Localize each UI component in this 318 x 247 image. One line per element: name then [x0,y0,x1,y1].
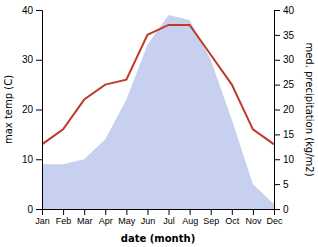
axis-line [43,210,275,216]
axis-line [275,11,281,210]
tick-label: Oct [225,216,240,226]
tick: Nov [245,209,262,226]
tick: May [118,209,136,226]
x-axis-title: date (month) [121,233,195,244]
tick: Aug [182,209,198,226]
tick-mark [36,159,42,160]
tick: Apr [99,209,113,226]
tick: Jan [35,209,50,226]
tick: Sep [203,209,219,226]
tick-mark [105,209,106,215]
tick-mark [147,209,148,215]
tick-mark [232,209,233,215]
tick-label: Nov [245,216,262,226]
tick-label: 15 [283,129,295,140]
marks [42,15,274,209]
line [42,25,274,144]
tick-mark [274,35,280,36]
tick-label: 0 [27,204,33,215]
tick-label: 25 [283,79,295,90]
y-axis-title: max temp (C) [3,75,14,144]
tick-mark [36,209,42,210]
tick-mark [63,209,64,215]
axis-line [36,11,43,210]
tick: 0 [27,204,42,215]
tick: 35 [274,30,295,41]
tick-mark [126,209,127,215]
tick: Oct [225,209,240,226]
tick: 20 [22,104,42,115]
x-axis: Jan Feb Mar Apr May Jun Jul Aug Sep Oct Nov Dec [35,209,283,226]
tick-label: 0 [283,204,289,215]
tick-mark [274,110,280,111]
tick-mark [253,209,254,215]
tick-label: Jul [163,216,175,226]
tick-label: 40 [22,5,34,16]
tick: 30 [274,54,295,65]
tick-mark [274,159,280,160]
tick: 0 [274,204,289,215]
tick-mark [84,209,85,215]
tick-label: 35 [283,30,295,41]
tick: 40 [274,5,295,16]
tick-mark [274,85,280,86]
y2-axis: 0 5 10 15 20 25 30 35 40 [274,5,295,215]
tick-label: 30 [22,54,34,65]
tick-label: Sep [203,216,219,226]
tick-label: Jan [35,216,50,226]
tick-label: 20 [283,104,295,115]
tick-mark [211,209,212,215]
tick-label: Jun [141,216,156,226]
tick-mark [274,60,280,61]
tick: 20 [274,104,295,115]
tick-mark [274,209,280,210]
tick: 30 [22,54,42,65]
chart: JanFebMarAprMayJunJulAugSepOctNovDec0102… [0,0,318,247]
tick-label: Apr [99,216,113,226]
tick-mark [36,60,42,61]
area [42,15,274,209]
tick: 40 [22,5,42,16]
tick-label: May [118,216,136,226]
tick: Mar [77,209,93,226]
tick-mark [36,110,42,111]
tick: 10 [274,154,295,165]
tick-label: Aug [182,216,198,226]
tick-mark [274,10,280,11]
tick-mark [274,134,280,135]
tick: 5 [274,179,289,190]
tick-mark [274,184,280,185]
tick: 15 [274,129,295,140]
y-axis: 0 10 20 30 40 [22,5,43,215]
tick-label: 10 [283,154,295,165]
tick-label: Feb [56,216,72,226]
tick: Jun [141,209,156,226]
tick-mark [190,209,191,215]
tick-label: 30 [283,54,295,65]
tick: Feb [56,209,72,226]
tick-mark [36,10,42,11]
tick-label: Dec [266,216,283,226]
tick: Jul [163,209,175,226]
y2-axis-title: med. precipitation (kg/m2) [304,42,315,176]
tick-label: Mar [77,216,93,226]
tick: Dec [266,209,283,226]
tick-label: 20 [22,104,34,115]
plot: JanFebMarAprMayJunJulAugSepOctNovDec0102… [3,5,315,244]
tick-label: 5 [283,179,289,190]
tick-label: 10 [22,154,34,165]
tick-mark [169,209,170,215]
tick-label: 40 [283,5,295,16]
tick: 25 [274,79,295,90]
tick: 10 [22,154,42,165]
